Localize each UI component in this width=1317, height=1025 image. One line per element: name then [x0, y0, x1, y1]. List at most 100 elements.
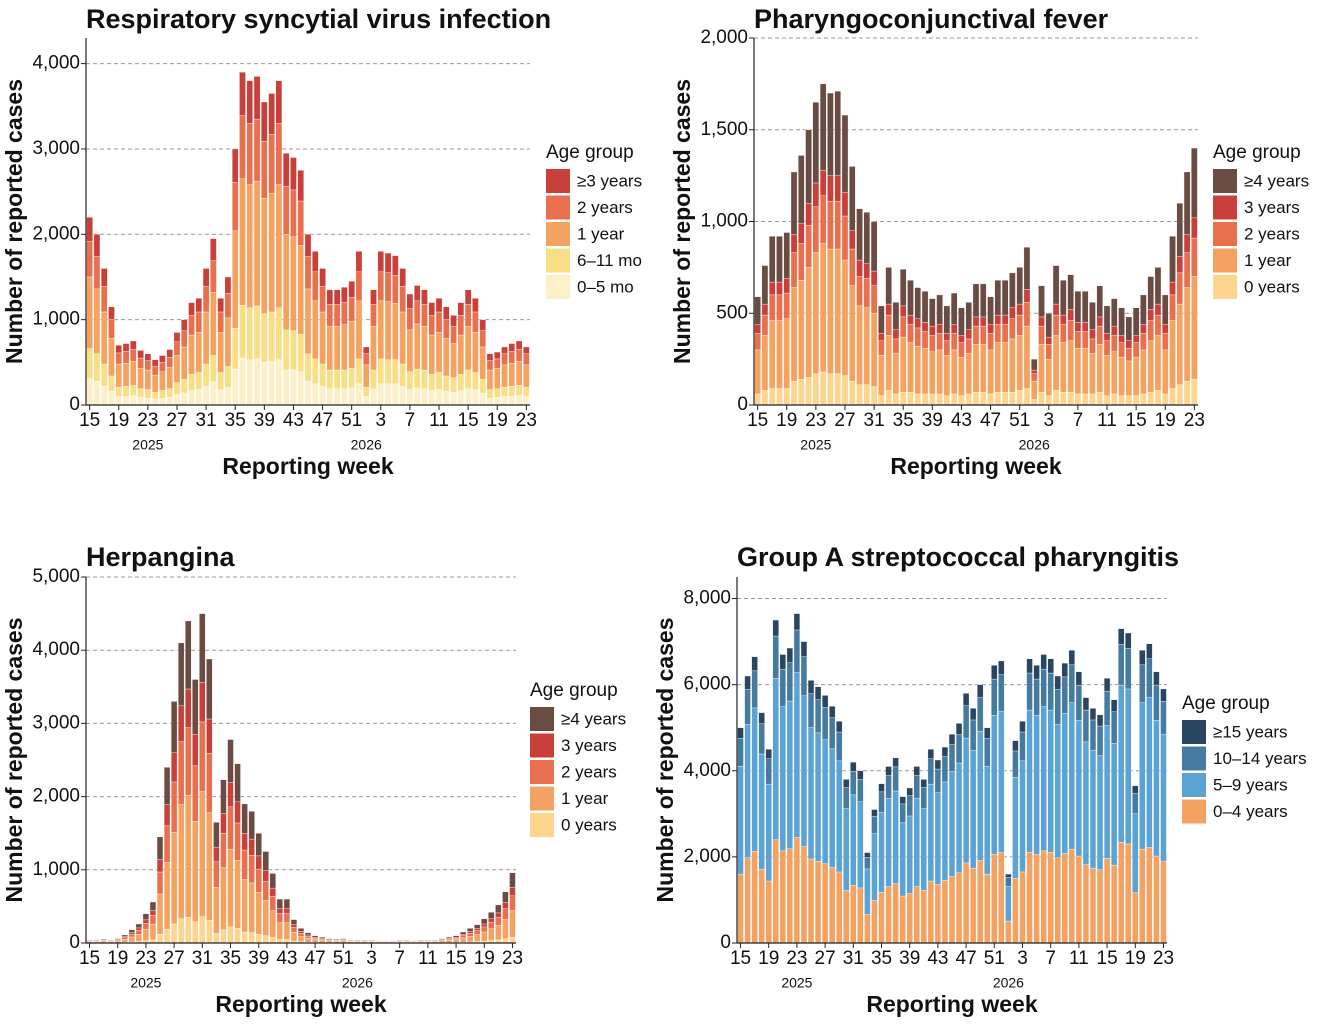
bar-segment [276, 123, 282, 184]
bar-segment [1083, 742, 1089, 865]
bar-segment [270, 888, 276, 896]
bar-segment [123, 344, 129, 352]
legend-swatch [530, 707, 554, 731]
x-tick-label: 19 [107, 948, 128, 969]
bar-segment [516, 341, 522, 350]
y-axis-label: Number of reported cases [1, 79, 27, 364]
bar-segment [1038, 392, 1044, 405]
bar-segment [400, 268, 406, 286]
bar-segment [1104, 678, 1110, 691]
bar-segment [341, 287, 347, 302]
bar-segment [188, 335, 194, 374]
bar-segment [87, 241, 93, 277]
bar-segment [1034, 679, 1040, 715]
bar-segment [871, 222, 877, 272]
bar-segment [1184, 253, 1190, 288]
bar-segment [755, 350, 761, 394]
bar-segment [738, 874, 744, 943]
x-tick-label: 3 [1017, 948, 1028, 969]
bar-segment [421, 290, 427, 305]
bar-segment [886, 335, 892, 390]
bar-segment [495, 925, 501, 939]
bar-segment [806, 377, 812, 405]
bar-segment [188, 303, 194, 316]
x-tick-label: 39 [254, 410, 275, 431]
bar-segment [1090, 751, 1096, 869]
bar-segment [213, 822, 219, 847]
bar-segment [1132, 794, 1138, 814]
bar-segment [385, 360, 391, 384]
bar-segment [220, 813, 226, 833]
bar-segment [213, 933, 219, 943]
bar-segment [937, 324, 943, 333]
bar-segment [116, 364, 122, 387]
bar-segment [966, 302, 972, 330]
bar-segment [143, 930, 149, 941]
bar-segment [973, 326, 979, 344]
bar-segment [196, 390, 202, 405]
y-tick-label: 2,000 [683, 846, 731, 867]
bar-segment [806, 225, 812, 267]
bar-segment [510, 911, 516, 938]
bar-segment [813, 374, 819, 405]
x-group-label: 2026 [342, 975, 373, 991]
bar-segment [798, 223, 804, 243]
bar-segment [879, 892, 885, 943]
y-axis-label: Number of reported cases [1, 617, 27, 902]
bar-segment [1053, 335, 1059, 390]
bar-segment [1169, 236, 1175, 282]
x-tick-label: 31 [864, 410, 885, 431]
bar-segment [523, 365, 529, 387]
bar-segment [349, 281, 355, 297]
y-tick-label: 4,000 [683, 760, 731, 781]
y-tick-label: 2,000 [32, 786, 80, 807]
bar-segment [801, 847, 807, 943]
bar-segment [820, 84, 826, 170]
bar-segment [769, 321, 775, 389]
bar-segment [922, 394, 928, 405]
bar-segment [842, 192, 848, 216]
bar-segment [973, 284, 979, 317]
bar-segment [181, 347, 187, 379]
x-tick-label: 7 [394, 948, 405, 969]
bar-segment [116, 396, 122, 405]
bar-segment [277, 923, 283, 940]
bar-segment [465, 370, 471, 389]
bar-segment [935, 769, 941, 793]
bar-segment [900, 317, 906, 337]
bar-segment [929, 394, 935, 405]
bar-segment [759, 869, 765, 943]
bar-segment [988, 297, 994, 325]
bar-segment [1090, 720, 1096, 751]
bar-segment [123, 363, 129, 386]
bar-segment [900, 896, 906, 943]
x-tick-label: 35 [220, 948, 241, 969]
bar-segment [856, 277, 862, 306]
x-tick-label: 23 [502, 948, 523, 969]
bar-segment [436, 390, 442, 405]
bar-segment [312, 359, 318, 384]
bar-segment [1118, 629, 1124, 645]
bar-segment [878, 355, 884, 395]
bar-segment [429, 315, 435, 335]
bar-segment [164, 767, 170, 804]
bar-segment [1083, 710, 1089, 742]
bar-segment [1076, 672, 1082, 685]
bar-segment [829, 718, 835, 749]
x-tick-label: 47 [312, 410, 333, 431]
x-group-label: 2025 [132, 437, 163, 453]
bar-segment [951, 293, 957, 324]
bar-segment [167, 350, 173, 358]
bar-segment [276, 81, 282, 124]
bar-segment [143, 914, 149, 920]
bar-segment [843, 779, 849, 787]
bar-segment [787, 648, 793, 663]
bar-segment [502, 939, 508, 943]
bar-segment [232, 369, 238, 405]
bar-segment [480, 347, 486, 379]
bar-segment [776, 295, 782, 321]
bar-segment [762, 335, 768, 390]
x-tick-label: 31 [843, 948, 864, 969]
bar-segment [864, 853, 870, 858]
bar-segment [1048, 710, 1054, 852]
